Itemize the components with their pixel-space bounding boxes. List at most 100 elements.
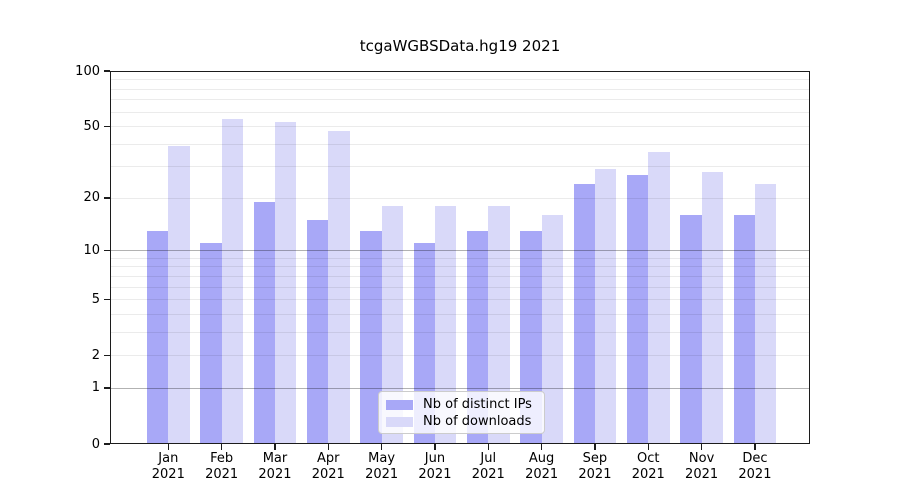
gridline-minor-60 (111, 111, 809, 113)
x-tick-year-aug: 2021 (525, 467, 559, 482)
x-tick-label-apr: Apr 2021 (298, 451, 358, 483)
x-tick-month-apr: Apr (317, 451, 340, 466)
x-tick-label-nov: Nov 2021 (672, 451, 732, 483)
x-tick-nov (700, 444, 703, 450)
bar-distinct-ips-jul (466, 230, 489, 444)
x-tick-year-jan: 2021 (151, 467, 185, 482)
x-tick-dec (754, 444, 756, 450)
y-tick-10 (104, 249, 110, 251)
x-tick-month-jun: Jun (424, 451, 446, 466)
x-tick-jan (167, 444, 169, 450)
bar-downloads-dec (754, 183, 777, 444)
x-tick-mar (274, 444, 276, 450)
bar-distinct-ips-may (360, 230, 382, 444)
bar-distinct-ips-apr (306, 219, 329, 444)
chart-title: tcgaWGBSData.hg19 2021 (359, 37, 561, 55)
bar-downloads-aug (541, 215, 563, 444)
gridline-minor-40 (111, 143, 809, 145)
x-tick-apr (327, 444, 329, 450)
bar-distinct-ips-dec (733, 215, 755, 444)
x-tick-month-dec: Dec (742, 451, 768, 466)
x-tick-year-jun: 2021 (418, 467, 452, 482)
x-tick-feb (220, 444, 223, 450)
bar-distinct-ips-jan (147, 230, 169, 444)
x-tick-label-mar: Mar 2021 (245, 451, 305, 483)
legend: Nb of distinct IPs Nb of downloads (378, 391, 545, 434)
x-tick-month-jul: Jul (480, 451, 497, 466)
gridline-minor-50 (111, 126, 809, 128)
legend-item-distinct-ips: Nb of distinct IPs (386, 396, 544, 413)
y-tick-label-1: 1 (91, 380, 100, 396)
y-tick-label-2: 2 (91, 347, 100, 363)
x-tick-month-feb: Feb (210, 451, 234, 466)
gridline-minor-8 (111, 266, 809, 268)
x-tick-year-apr: 2021 (311, 467, 345, 482)
gridline-minor-20 (111, 197, 809, 199)
x-tick-oct (647, 444, 649, 450)
gridline-major-10 (111, 250, 809, 252)
gridline-minor-80 (111, 88, 809, 90)
x-tick-year-nov: 2021 (685, 467, 719, 482)
gridline-minor-2 (111, 355, 809, 357)
y-tick-0 (104, 443, 110, 445)
x-tick-year-may: 2021 (365, 467, 399, 482)
bar-distinct-ips-mar (253, 201, 275, 444)
bar-distinct-ips-nov (680, 215, 702, 444)
y-tick-label-0: 0 (91, 436, 100, 452)
y-tick-20 (104, 197, 110, 199)
x-tick-year-sep: 2021 (578, 467, 612, 482)
x-tick-month-nov: Nov (688, 451, 715, 466)
y-tick-2 (104, 354, 110, 356)
x-tick-label-dec: Dec 2021 (725, 451, 785, 483)
bar-distinct-ips-aug (520, 230, 542, 444)
legend-swatch-distinct-ips (386, 399, 413, 410)
legend-label-distinct-ips: Nb of distinct IPs (423, 397, 532, 412)
x-tick-label-jun: Jun 2021 (405, 451, 465, 483)
bar-downloads-oct (648, 152, 670, 444)
bar-downloads-may (381, 206, 403, 444)
gridline-minor-70 (111, 99, 809, 101)
x-tick-label-oct: Oct 2021 (618, 451, 678, 483)
gridline-minor-5 (111, 299, 809, 301)
bar-downloads-sep (594, 169, 617, 444)
x-tick-year-feb: 2021 (205, 467, 239, 482)
x-tick-year-mar: 2021 (258, 467, 292, 482)
x-tick-year-oct: 2021 (631, 467, 665, 482)
x-tick-aug (540, 444, 543, 450)
legend-item-downloads: Nb of downloads (386, 413, 544, 430)
bar-downloads-nov (701, 171, 723, 444)
x-tick-month-may: May (368, 451, 396, 466)
bar-downloads-jul (488, 206, 510, 444)
gridline-minor-4 (111, 313, 809, 315)
y-tick-1 (104, 387, 110, 389)
bar-distinct-ips-sep (573, 183, 595, 444)
bar-distinct-ips-feb (200, 243, 222, 444)
x-tick-month-mar: Mar (262, 451, 288, 466)
x-tick-label-feb: Feb 2021 (192, 451, 252, 483)
legend-swatch-downloads (386, 416, 413, 427)
bar-downloads-jun (434, 206, 457, 444)
bar-downloads-feb (221, 118, 243, 444)
gridline-minor-3 (111, 331, 809, 333)
gridline-minor-7 (111, 275, 809, 277)
x-tick-month-jan: Jan (158, 451, 179, 466)
x-tick-sep (594, 444, 596, 450)
y-tick-label-20: 20 (83, 190, 100, 206)
x-tick-month-aug: Aug (528, 451, 555, 466)
x-tick-label-aug: Aug 2021 (512, 451, 572, 483)
bar-downloads-mar (274, 121, 297, 444)
y-tick-label-5: 5 (91, 291, 100, 307)
x-tick-month-oct: Oct (637, 451, 660, 466)
y-tick-label-50: 50 (83, 118, 100, 134)
gridline-minor-6 (111, 286, 809, 288)
y-tick-label-100: 100 (75, 63, 100, 79)
x-tick-label-jan: Jan 2021 (138, 451, 198, 483)
x-tick-label-jul: Jul 2021 (458, 451, 518, 483)
x-tick-label-may: May 2021 (352, 451, 412, 483)
y-tick-5 (104, 298, 110, 300)
x-tick-jun (434, 444, 436, 450)
x-tick-year-dec: 2021 (738, 467, 772, 482)
gridline-minor-30 (111, 166, 809, 168)
x-tick-month-sep: Sep (582, 451, 608, 466)
